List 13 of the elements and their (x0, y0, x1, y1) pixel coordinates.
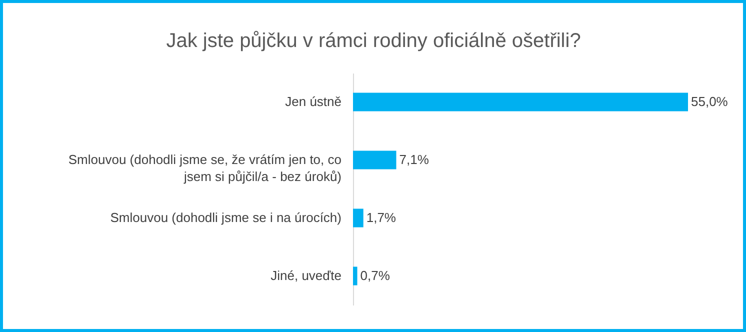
data-label: 0,7% (360, 268, 390, 283)
data-label: 55,0% (691, 94, 728, 109)
y-tick-label: Smlouvou (dohodli jsme se, že vrátím jen to, co jsem si půjčil/a - bez úroků) (68, 152, 342, 184)
y-tick-label: Jiné, uveďte (270, 268, 342, 283)
data-label: 7,1% (399, 152, 430, 167)
bar (353, 208, 364, 228)
y-tick-label: Jen ústně (285, 94, 342, 109)
bar (353, 150, 396, 170)
bar (353, 92, 688, 112)
data-label: 1,7% (366, 210, 396, 225)
bar (353, 266, 358, 286)
chart-title: Jak jste půjčku v rámci rodiny oficiálně ošetřili? (166, 30, 581, 52)
y-tick-label: Smlouvou (dohodli jsme se i na úrocích) (110, 210, 342, 225)
